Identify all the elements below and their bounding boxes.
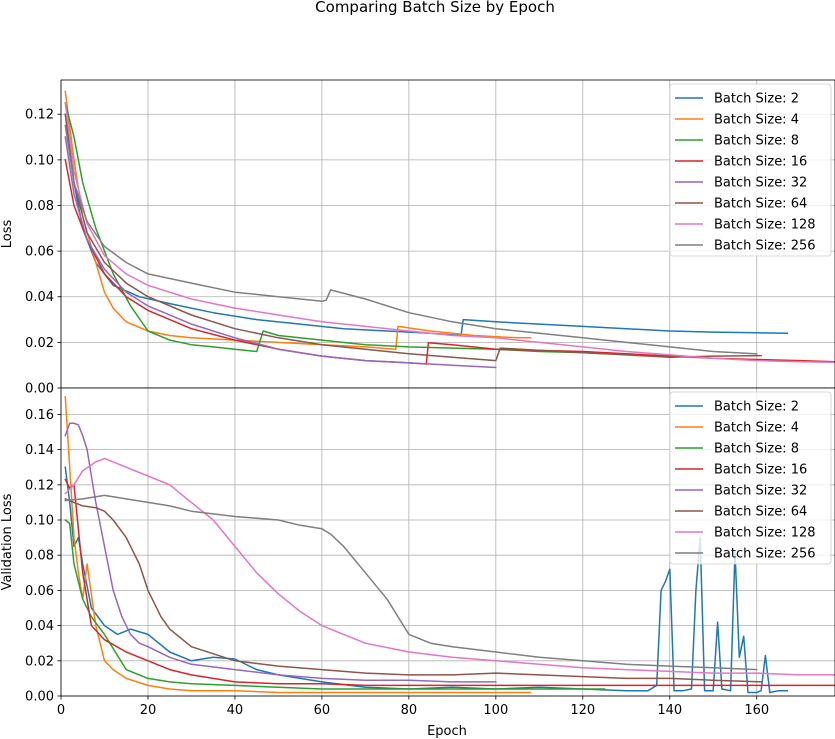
series-line	[64, 422, 497, 683]
legend-box	[669, 391, 832, 565]
y-tick-label: 0.06	[25, 245, 54, 260]
series-line	[64, 497, 762, 683]
x-tick-label: 40	[227, 703, 244, 718]
legend-label: Batch Size: 8	[714, 134, 799, 149]
chart-title: Comparing Batch Size by Epoch	[315, 0, 555, 16]
series-line	[64, 124, 758, 355]
y-axis-label: Loss	[0, 220, 15, 249]
y-tick-label: 0.02	[25, 336, 54, 351]
series-group	[64, 90, 835, 369]
legend-label: Batch Size: 256	[714, 547, 816, 562]
series-line	[64, 113, 762, 362]
legend-label: Batch Size: 128	[714, 218, 816, 233]
legend-box	[669, 83, 832, 257]
series-line	[64, 136, 497, 369]
x-tick-label: 120	[570, 703, 595, 718]
x-tick-label: 140	[657, 703, 682, 718]
series-line	[64, 457, 835, 676]
y-tick-label: 0.12	[25, 108, 54, 123]
series-group	[64, 396, 835, 694]
legend-label: Batch Size: 2	[714, 400, 799, 415]
legend-label: Batch Size: 4	[714, 113, 799, 128]
x-tick-label: 0	[57, 703, 65, 718]
legend-label: Batch Size: 32	[714, 176, 807, 191]
x-axis-label: Epoch	[427, 724, 467, 739]
x-tick-label: 60	[314, 703, 331, 718]
y-tick-label: 0.00	[25, 690, 54, 705]
y-tick-label: 0.10	[25, 514, 54, 529]
series-line	[64, 396, 532, 694]
y-tick-label: 0.00	[25, 382, 54, 397]
panel-validation: 0.00 0.02 0.04 0.06 0.08 0.10 0.12 0.14 0.16 Vali…	[0, 387, 835, 718]
axes-frame	[60, 387, 835, 697]
legend: Batch Size: 2 Batch Size: 4 Batch Size: 8 B…	[669, 83, 832, 257]
y-tick-label: 0.04	[25, 619, 54, 634]
legend-label: Batch Size: 64	[714, 197, 807, 212]
legend-label: Batch Size: 128	[714, 526, 816, 541]
y-axis-label: Validation Loss	[0, 493, 15, 590]
legend-label: Batch Size: 2	[714, 92, 799, 107]
x-tick-label: 100	[483, 703, 508, 718]
x-tick-label: 80	[401, 703, 418, 718]
series-line	[64, 466, 788, 694]
legend-label: Batch Size: 16	[714, 463, 807, 478]
y-tick-label: 0.14	[25, 443, 54, 458]
series-line	[64, 478, 835, 687]
series-line	[64, 494, 758, 671]
y-tick-label: 0.04	[25, 290, 54, 305]
legend-label: Batch Size: 64	[714, 505, 807, 520]
series-line	[64, 90, 532, 350]
legend-label: Batch Size: 16	[714, 155, 807, 170]
x-tick-label: 160	[744, 703, 769, 718]
y-tick-label: 0.10	[25, 153, 54, 168]
legend-label: Batch Size: 256	[714, 239, 816, 254]
legend: Batch Size: 2 Batch Size: 4 Batch Size: 8 B…	[669, 391, 832, 565]
legend-label: Batch Size: 32	[714, 484, 807, 499]
y-tick-label: 0.12	[25, 478, 54, 493]
x-tick-label: 20	[140, 703, 157, 718]
series-line	[64, 518, 606, 690]
legend-label: Batch Size: 8	[714, 442, 799, 457]
series-line	[64, 101, 835, 364]
panel-loss: 0.00 0.02 0.04 0.06 0.08 0.10 0.12 Loss Batch Si…	[0, 79, 835, 397]
y-tick-label: 0.16	[25, 408, 54, 423]
y-tick-label: 0.08	[25, 199, 54, 214]
y-tick-label: 0.02	[25, 654, 54, 669]
y-tick-label: 0.08	[25, 549, 54, 564]
series-line	[64, 101, 606, 355]
chart-panels: 0.00 0.02 0.04 0.06 0.08 0.10 0.12 Loss Batch Si…	[0, 79, 835, 718]
legend-label: Batch Size: 4	[714, 421, 799, 436]
y-tick-label: 0.06	[25, 584, 54, 599]
